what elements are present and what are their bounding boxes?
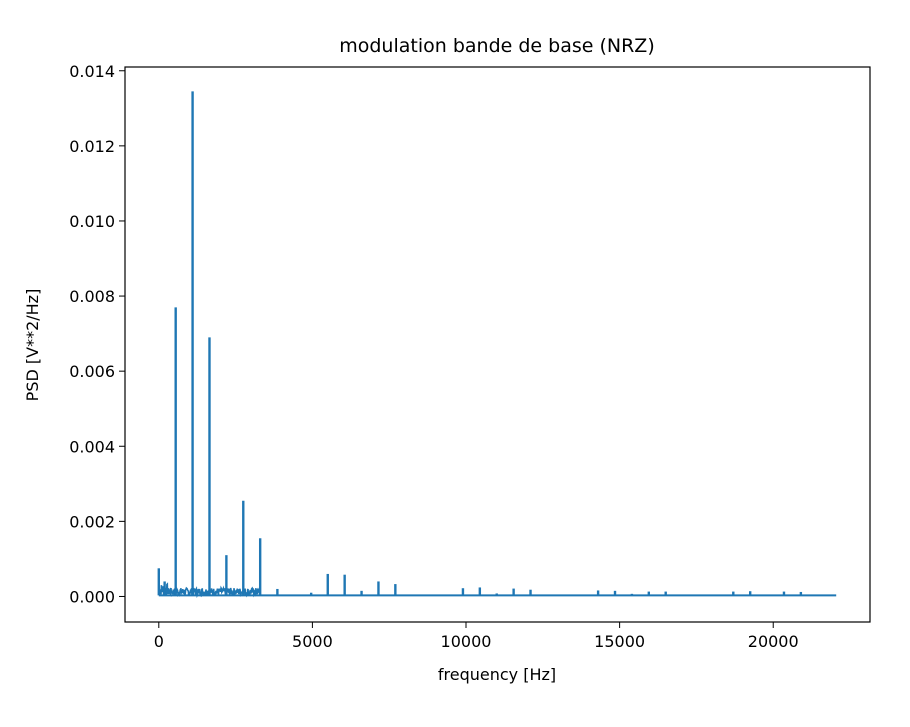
y-tick-label: 0.012 xyxy=(69,137,115,156)
psd-series-line xyxy=(157,91,837,599)
y-tick-label: 0.010 xyxy=(69,212,115,231)
y-tick-label: 0.002 xyxy=(69,512,115,531)
y-axis: 0.000 0.002 0.004 0.006 0.008 0.010 0.012 0.014 xyxy=(69,62,125,606)
plot-frame xyxy=(124,66,871,623)
x-tick-label: 20000 xyxy=(748,632,799,651)
y-axis-label: PSD [V**2/Hz] xyxy=(23,289,42,402)
x-tick-label: 5000 xyxy=(292,632,333,651)
y-tick-label: 0.004 xyxy=(69,437,115,456)
x-tick-label: 10000 xyxy=(441,632,492,651)
x-axis-label: frequency [Hz] xyxy=(438,665,556,684)
x-tick-label: 0 xyxy=(154,632,164,651)
y-tick-label: 0.014 xyxy=(69,62,115,81)
chart-title: modulation bande de base (NRZ) xyxy=(339,35,655,57)
y-tick-label: 0.008 xyxy=(69,287,115,306)
x-axis: 0 5000 10000 15000 20000 xyxy=(154,622,799,651)
y-tick-label: 0.006 xyxy=(69,362,115,381)
y-tick-label: 0.000 xyxy=(69,587,115,606)
x-tick-label: 15000 xyxy=(594,632,645,651)
